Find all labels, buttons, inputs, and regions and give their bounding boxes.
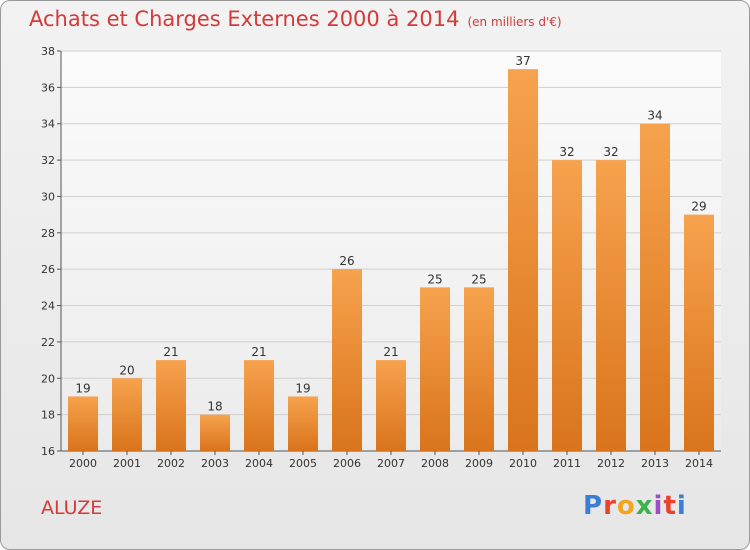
x-tick-label: 2000 — [69, 457, 97, 470]
chart-title: Achats et Charges Externes 2000 à 2014 (e… — [29, 7, 562, 31]
x-tick-label: 2011 — [553, 457, 581, 470]
data-label: 19 — [75, 381, 90, 395]
logo-letter: r — [603, 491, 617, 521]
data-label: 21 — [383, 345, 398, 359]
data-label: 32 — [559, 145, 574, 159]
data-label: 19 — [295, 381, 310, 395]
logo-letter: o — [616, 491, 636, 521]
chart-title-text: Achats et Charges Externes 2000 à 2014 — [29, 7, 460, 31]
y-tick-label: 24 — [41, 300, 55, 313]
data-label: 29 — [691, 200, 706, 214]
bar — [288, 396, 318, 451]
logo-letter: x — [635, 491, 654, 521]
x-tick-label: 2009 — [465, 457, 493, 470]
logo-letter: i — [653, 491, 664, 521]
data-label: 18 — [207, 400, 222, 414]
x-tick-label: 2010 — [509, 457, 537, 470]
x-tick-label: 2005 — [289, 457, 317, 470]
data-label: 21 — [163, 345, 178, 359]
bar — [552, 160, 582, 451]
bar — [156, 360, 186, 451]
bar — [200, 414, 230, 451]
x-tick-label: 2007 — [377, 457, 405, 470]
commune-name: ALUZE — [41, 497, 103, 519]
y-tick-label: 36 — [41, 81, 55, 94]
x-tick-label: 2014 — [685, 457, 713, 470]
data-label: 21 — [251, 345, 266, 359]
logo-letter: P — [583, 491, 604, 521]
proxiti-logo[interactable]: Proxiti — [583, 491, 687, 521]
data-label: 32 — [603, 145, 618, 159]
bar — [508, 69, 538, 451]
x-tick-label: 2003 — [201, 457, 229, 470]
bar — [244, 360, 274, 451]
data-label: 25 — [427, 272, 442, 286]
x-tick-label: 2013 — [641, 457, 669, 470]
x-tick-label: 2001 — [113, 457, 141, 470]
data-label: 34 — [647, 109, 662, 123]
logo-letter: i — [676, 491, 687, 521]
y-tick-label: 28 — [41, 227, 55, 240]
y-tick-label: 32 — [41, 154, 55, 167]
bar — [464, 287, 494, 451]
bar — [684, 214, 714, 451]
x-tick-label: 2004 — [245, 457, 273, 470]
bar — [376, 360, 406, 451]
bar — [420, 287, 450, 451]
y-tick-label: 26 — [41, 263, 55, 276]
y-tick-label: 38 — [41, 45, 55, 58]
bar — [112, 378, 142, 451]
data-label: 20 — [119, 363, 134, 377]
y-tick-label: 22 — [41, 336, 55, 349]
data-label: 26 — [339, 254, 354, 268]
logo-letter: t — [663, 491, 677, 521]
x-tick-label: 2008 — [421, 457, 449, 470]
bar — [596, 160, 626, 451]
x-tick-label: 2012 — [597, 457, 625, 470]
x-tick-label: 2002 — [157, 457, 185, 470]
data-label: 25 — [471, 272, 486, 286]
data-label: 37 — [515, 54, 530, 68]
x-tick-label: 2006 — [333, 457, 361, 470]
bar — [640, 123, 670, 452]
chart-unit: (en milliers d'€) — [467, 15, 562, 29]
y-tick-label: 16 — [41, 445, 55, 458]
bar — [68, 396, 98, 451]
y-tick-label: 34 — [41, 118, 55, 131]
y-tick-label: 20 — [41, 372, 55, 385]
y-tick-label: 30 — [41, 190, 55, 203]
y-tick-label: 18 — [41, 409, 55, 422]
bar — [332, 269, 362, 451]
